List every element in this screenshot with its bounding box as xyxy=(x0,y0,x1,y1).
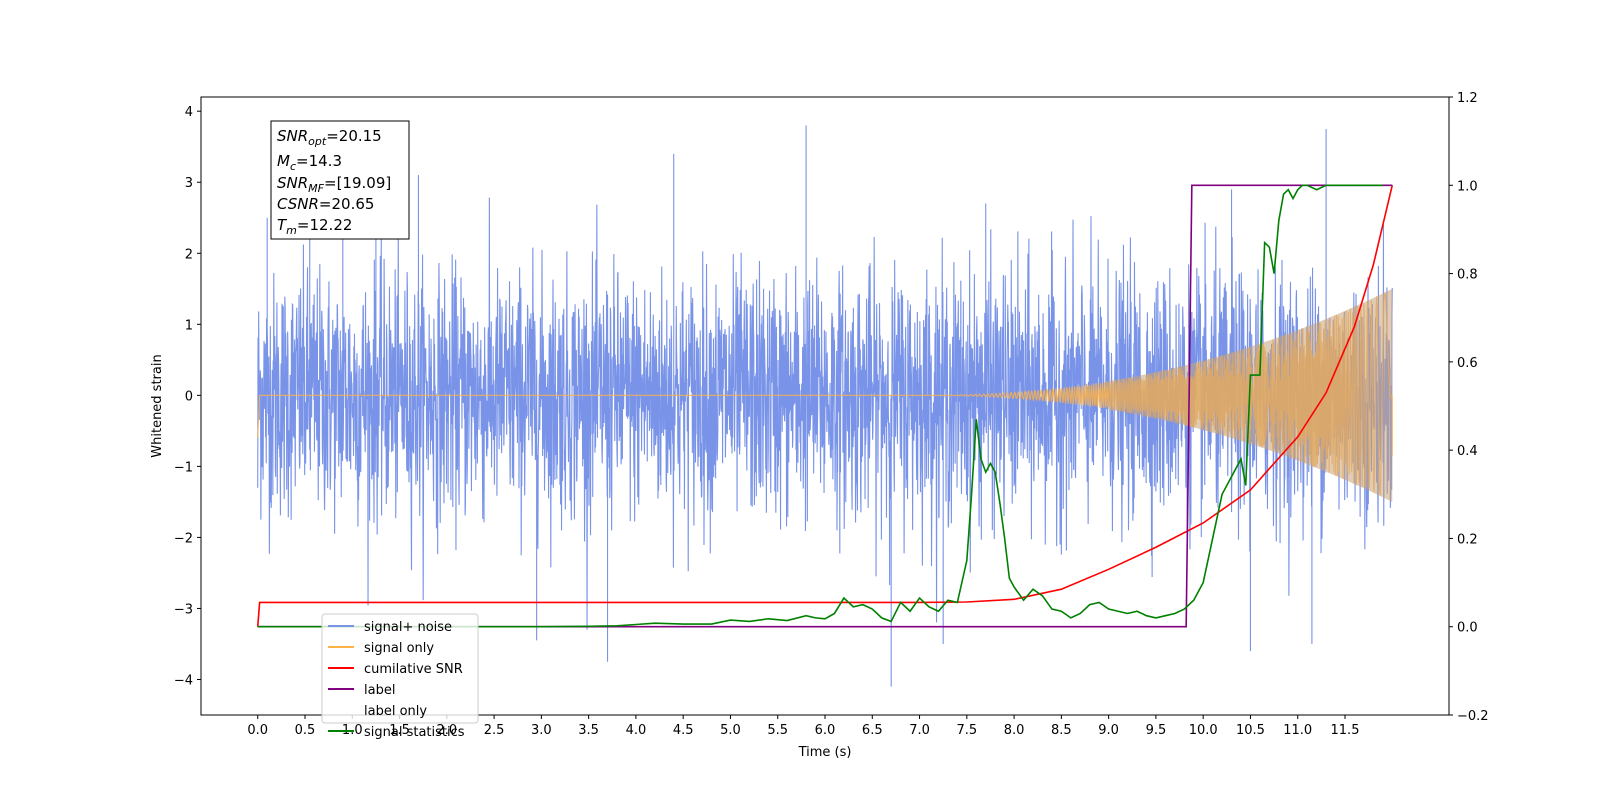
x-tick-label: 9.5 xyxy=(1146,723,1167,738)
y-left-tick-label: 1 xyxy=(185,318,193,333)
legend-label: cumilative SNR xyxy=(364,662,463,677)
y-right-tick-label: 0.2 xyxy=(1457,532,1478,547)
y-right-tick-label: 1.0 xyxy=(1457,179,1478,194)
annotation-line: SNRMF=[19.09] xyxy=(277,174,391,195)
x-tick-label: 5.0 xyxy=(720,723,741,738)
y-left-tick-label: 3 xyxy=(185,176,193,191)
annotation-line: SNRopt=20.15 xyxy=(277,127,382,148)
x-tick-label: 8.0 xyxy=(1004,723,1025,738)
x-axis-ticks: 0.0 0.5 1.0 1.5 2.0 2.5 3.0 3.5 4.0 4.5 5.0 5.5 6.0 6… xyxy=(247,715,1359,738)
x-tick-label: 2.0 xyxy=(436,723,457,738)
y-right-tick-label: −0.2 xyxy=(1457,709,1489,724)
series-signal-only-envelope xyxy=(1108,288,1393,502)
x-tick-label: 5.5 xyxy=(767,723,788,738)
annotation-line: Mc=14.3 xyxy=(277,152,342,173)
x-tick-label: 3.5 xyxy=(578,723,599,738)
annotation-box: SNRopt=20.15 Mc=14.3SNRMF=[19.09]CSNR=20.… xyxy=(270,120,410,240)
y-left-tick-label: 4 xyxy=(185,105,193,120)
annotation-line: CSNR=20.65 xyxy=(277,195,374,213)
y-right-tick-label: 1.2 xyxy=(1457,91,1478,106)
x-tick-label: 4.0 xyxy=(626,723,647,738)
y-axis-right-ticks: −0.2 0.0 0.2 0.4 0.6 0.8 1.0 1.2 xyxy=(1449,91,1489,724)
annotation-line: Tm=12.22 xyxy=(277,216,352,237)
y-left-tick-label: −2 xyxy=(174,531,193,546)
y-left-tick-label: −3 xyxy=(174,602,193,617)
y-left-tick-label: 0 xyxy=(185,389,193,404)
x-tick-label: 9.0 xyxy=(1098,723,1119,738)
x-tick-label: 10.5 xyxy=(1236,723,1265,738)
x-tick-label: 11.5 xyxy=(1331,723,1360,738)
legend-frame xyxy=(321,613,479,724)
x-tick-label: 7.5 xyxy=(956,723,977,738)
y-left-tick-label: −1 xyxy=(174,460,193,475)
legend-label: signal statistics xyxy=(364,725,465,740)
legend-label: signal+ noise xyxy=(364,620,452,635)
y-axis-left-ticks: −4 −3 −2 −1 0 1 2 3 4 xyxy=(174,105,201,688)
x-tick-label: 2.5 xyxy=(484,723,505,738)
x-tick-label: 6.5 xyxy=(862,723,883,738)
x-tick-label: 1.5 xyxy=(389,723,410,738)
series-signal-statistics xyxy=(257,184,1383,628)
annotation-frame xyxy=(270,120,410,240)
x-tick-label: 0.5 xyxy=(295,723,316,738)
x-tick-label: 7.0 xyxy=(909,723,930,738)
series-signal-noise xyxy=(257,125,1393,687)
y-right-tick-label: 0.6 xyxy=(1457,356,1478,371)
x-axis-label: Time (s) xyxy=(798,745,852,760)
y-right-tick-label: 0.8 xyxy=(1457,268,1478,283)
x-tick-label: 4.5 xyxy=(673,723,694,738)
legend-label: label xyxy=(364,683,395,698)
x-tick-label: 10.0 xyxy=(1189,723,1218,738)
legend-label: label only xyxy=(364,704,427,719)
legend: signal+ noise signal only cumilative SNR la… xyxy=(321,613,479,740)
x-tick-label: 11.0 xyxy=(1283,723,1312,738)
y-axis-left-label: Whitened strain xyxy=(150,354,165,457)
series-cumilative-snr xyxy=(256,185,1394,627)
x-tick-label: 8.5 xyxy=(1051,723,1072,738)
y-left-tick-label: −4 xyxy=(174,673,193,688)
y-right-tick-label: 0.4 xyxy=(1457,444,1478,459)
y-left-tick-label: 2 xyxy=(185,247,193,262)
x-tick-label: 0.0 xyxy=(247,723,268,738)
series-label xyxy=(257,184,1393,628)
y-right-tick-label: 0.0 xyxy=(1457,621,1478,636)
x-tick-label: 3.0 xyxy=(531,723,552,738)
legend-label: signal only xyxy=(364,641,434,656)
x-tick-label: 6.0 xyxy=(815,723,836,738)
series-layer xyxy=(256,125,1394,687)
